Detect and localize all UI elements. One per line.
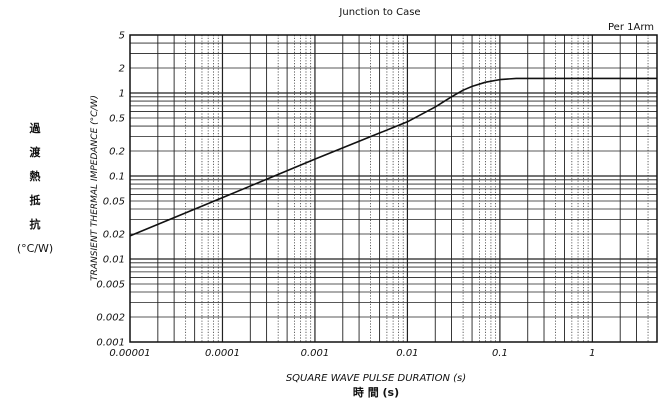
x-axis-label-jp: 時 間 (s) bbox=[353, 385, 399, 399]
y-tick-label: 0.5 bbox=[109, 113, 125, 124]
x-tick-label: 0.00001 bbox=[109, 348, 150, 359]
y-tick-label: 0.01 bbox=[103, 255, 125, 266]
y-tick-label: 0.1 bbox=[109, 172, 125, 183]
y-axis-label-jp-char: 熱 bbox=[30, 169, 41, 183]
y-axis-label-jp-char: 過 bbox=[29, 121, 42, 135]
y-tick-label: 0.001 bbox=[96, 338, 125, 349]
y-axis-label-jp-char: 抵 bbox=[30, 193, 41, 207]
x-tick-label: 1 bbox=[589, 348, 595, 359]
per-arm-annotation: Per 1Arm bbox=[608, 22, 654, 33]
y-axis-label: TRANSIENT THERMAL IMPEDANCE (°C/W) bbox=[90, 95, 100, 281]
y-tick-labels: 0.001 0.002 0.005 0.01 0.02 0.05 0.1 0.2 0.5 1 2 5 bbox=[96, 31, 125, 349]
y-axis-label-jp-unit: (°C/W) bbox=[17, 242, 53, 255]
x-tick-label: 0.01 bbox=[396, 348, 418, 359]
x-tick-label: 0.1 bbox=[492, 348, 508, 359]
y-tick-label: 5 bbox=[119, 31, 125, 42]
x-tick-label: 0.001 bbox=[301, 348, 330, 359]
y-tick-label: 0.02 bbox=[103, 230, 125, 241]
y-tick-label: 0.002 bbox=[96, 313, 125, 324]
grid-layer bbox=[130, 35, 658, 342]
curve-layer bbox=[129, 77, 657, 237]
y-axis-label-jp-char: 抗 bbox=[30, 217, 41, 231]
x-axis-label: SQUARE WAVE PULSE DURATION (s) bbox=[286, 373, 466, 384]
x-tick-labels: 0.00001 0.0001 0.001 0.01 0.1 1 bbox=[109, 348, 595, 359]
impedance-curve bbox=[129, 77, 657, 237]
plot-frame bbox=[129, 34, 658, 343]
y-tick-label: 0.005 bbox=[96, 279, 125, 290]
y-axis-label-jp-char: 渡 bbox=[30, 145, 42, 159]
y-tick-label: 2 bbox=[119, 64, 125, 75]
chart-title: Junction to Case bbox=[338, 7, 420, 18]
y-tick-label: 0.2 bbox=[109, 147, 125, 158]
y-tick-label: 0.05 bbox=[103, 196, 125, 207]
y-tick-label: 1 bbox=[119, 89, 125, 100]
x-tick-label: 0.0001 bbox=[205, 348, 240, 359]
